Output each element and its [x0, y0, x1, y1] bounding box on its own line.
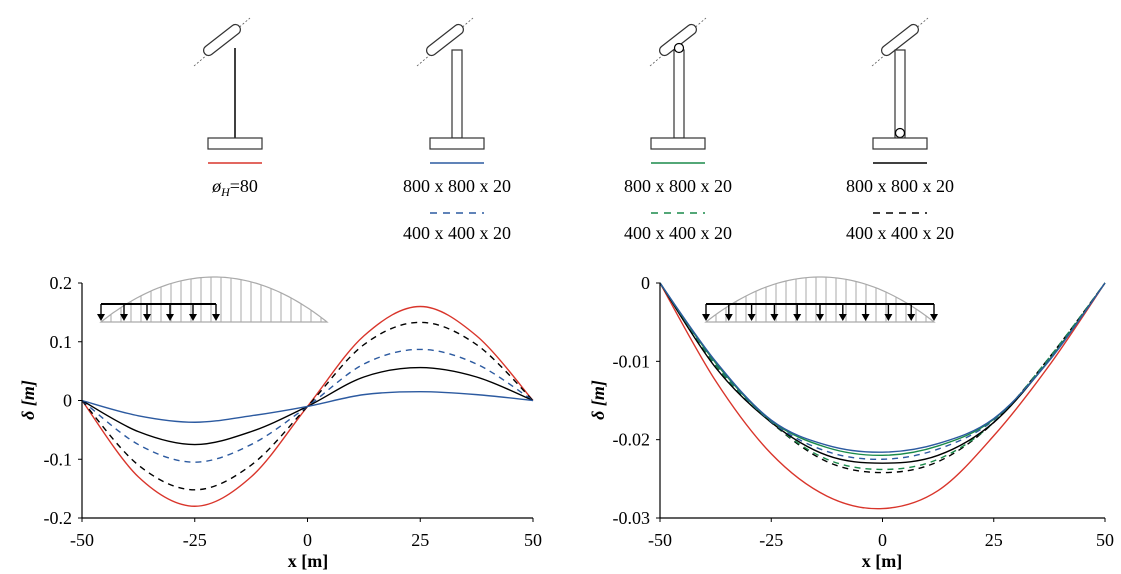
legend: øH=80 800 x 800 x 20 800 x 800 x 20 800 … — [193, 17, 954, 243]
y-tick-label: -0.02 — [613, 430, 651, 450]
x-tick-label: -50 — [648, 530, 672, 550]
y-tick-label: -0.01 — [613, 351, 651, 371]
load-arrow-head — [120, 314, 128, 321]
chart-right: 0 -0.01 -0.02 -0.03 -50 -25 0 25 50 x [m] δ [m] — [588, 273, 1114, 571]
x-tick-label: -25 — [759, 530, 783, 550]
y-tick-label: 0 — [641, 273, 650, 293]
load-arrow-head — [907, 314, 916, 321]
load-arrow-head — [793, 314, 802, 321]
legend-label-3-bottom: 400 x 400 x 20 — [624, 223, 732, 243]
load-arrow-head — [747, 314, 756, 321]
legend-symbol-eq: = — [230, 176, 240, 196]
x-tick-label: 25 — [985, 530, 1003, 550]
load-arrow-head — [884, 314, 893, 321]
x-tick-label: 50 — [524, 530, 542, 550]
load-arrow-head — [97, 314, 105, 321]
legend-label-3-top: 800 x 800 x 20 — [624, 176, 732, 196]
fixed-column-icon — [416, 17, 485, 150]
y-axis-label-left: δ [m] — [18, 380, 38, 420]
x-tick-label: -25 — [183, 530, 207, 550]
load-arrow-head — [212, 314, 220, 321]
x-tick-label: 0 — [878, 530, 887, 550]
legend-symbol-sub: H — [220, 185, 231, 199]
series-line — [81, 321, 534, 491]
legend-label-4-bottom: 400 x 400 x 20 — [846, 223, 954, 243]
load-diagram-right — [702, 276, 938, 323]
x-axis-label-left: x [m] — [288, 551, 328, 571]
x-tick-label: 50 — [1096, 530, 1114, 550]
load-arrow-head — [838, 314, 847, 321]
series-line — [659, 282, 1106, 457]
legend-value: 80 — [240, 176, 258, 196]
pinned-base-column-icon — [871, 17, 929, 150]
pinned-top-column-icon — [649, 17, 707, 150]
x-tick-label: 25 — [411, 530, 429, 550]
legend-label-2-bottom: 400 x 400 x 20 — [403, 223, 511, 243]
series-line — [659, 282, 1106, 471]
chart-left: 0.2 0.1 0 -0.1 -0.2 -50 -25 0 25 50 x [m] δ [m] — [18, 273, 542, 571]
load-arrow-head — [861, 314, 870, 321]
legend-label-1: øH=80 — [211, 176, 258, 199]
load-arrow-head — [816, 314, 824, 321]
y-tick-label: 0 — [63, 391, 72, 411]
x-axis-label-right: x [m] — [862, 551, 902, 571]
load-arrow-head — [189, 314, 197, 321]
legend-symbol: ø — [211, 176, 222, 196]
y-tick-label: -0.1 — [44, 449, 73, 469]
load-arrow-head — [770, 314, 779, 321]
y-tick-label: 0.1 — [50, 332, 73, 352]
x-tick-label: -50 — [70, 530, 94, 550]
load-diagram-left — [97, 276, 329, 323]
y-axis-label-right: δ [m] — [588, 380, 608, 420]
legend-label-4-top: 800 x 800 x 20 — [846, 176, 954, 196]
legend-label-2-top: 800 x 800 x 20 — [403, 176, 511, 196]
y-tick-label: 0.2 — [50, 273, 73, 293]
load-arrow-head — [724, 314, 733, 321]
series-line — [81, 390, 534, 423]
series-line — [659, 282, 1106, 510]
load-arrow-head — [143, 314, 151, 321]
series-line — [81, 348, 534, 463]
load-arrow-head — [166, 314, 174, 321]
y-tick-label: -0.2 — [44, 508, 73, 528]
series-line — [659, 282, 1106, 453]
y-tick-label: -0.03 — [613, 508, 651, 528]
x-tick-label: 0 — [303, 530, 312, 550]
load-arrow-head — [930, 314, 938, 321]
load-arrow-head — [702, 314, 710, 321]
thin-rod-column-icon — [193, 17, 263, 150]
